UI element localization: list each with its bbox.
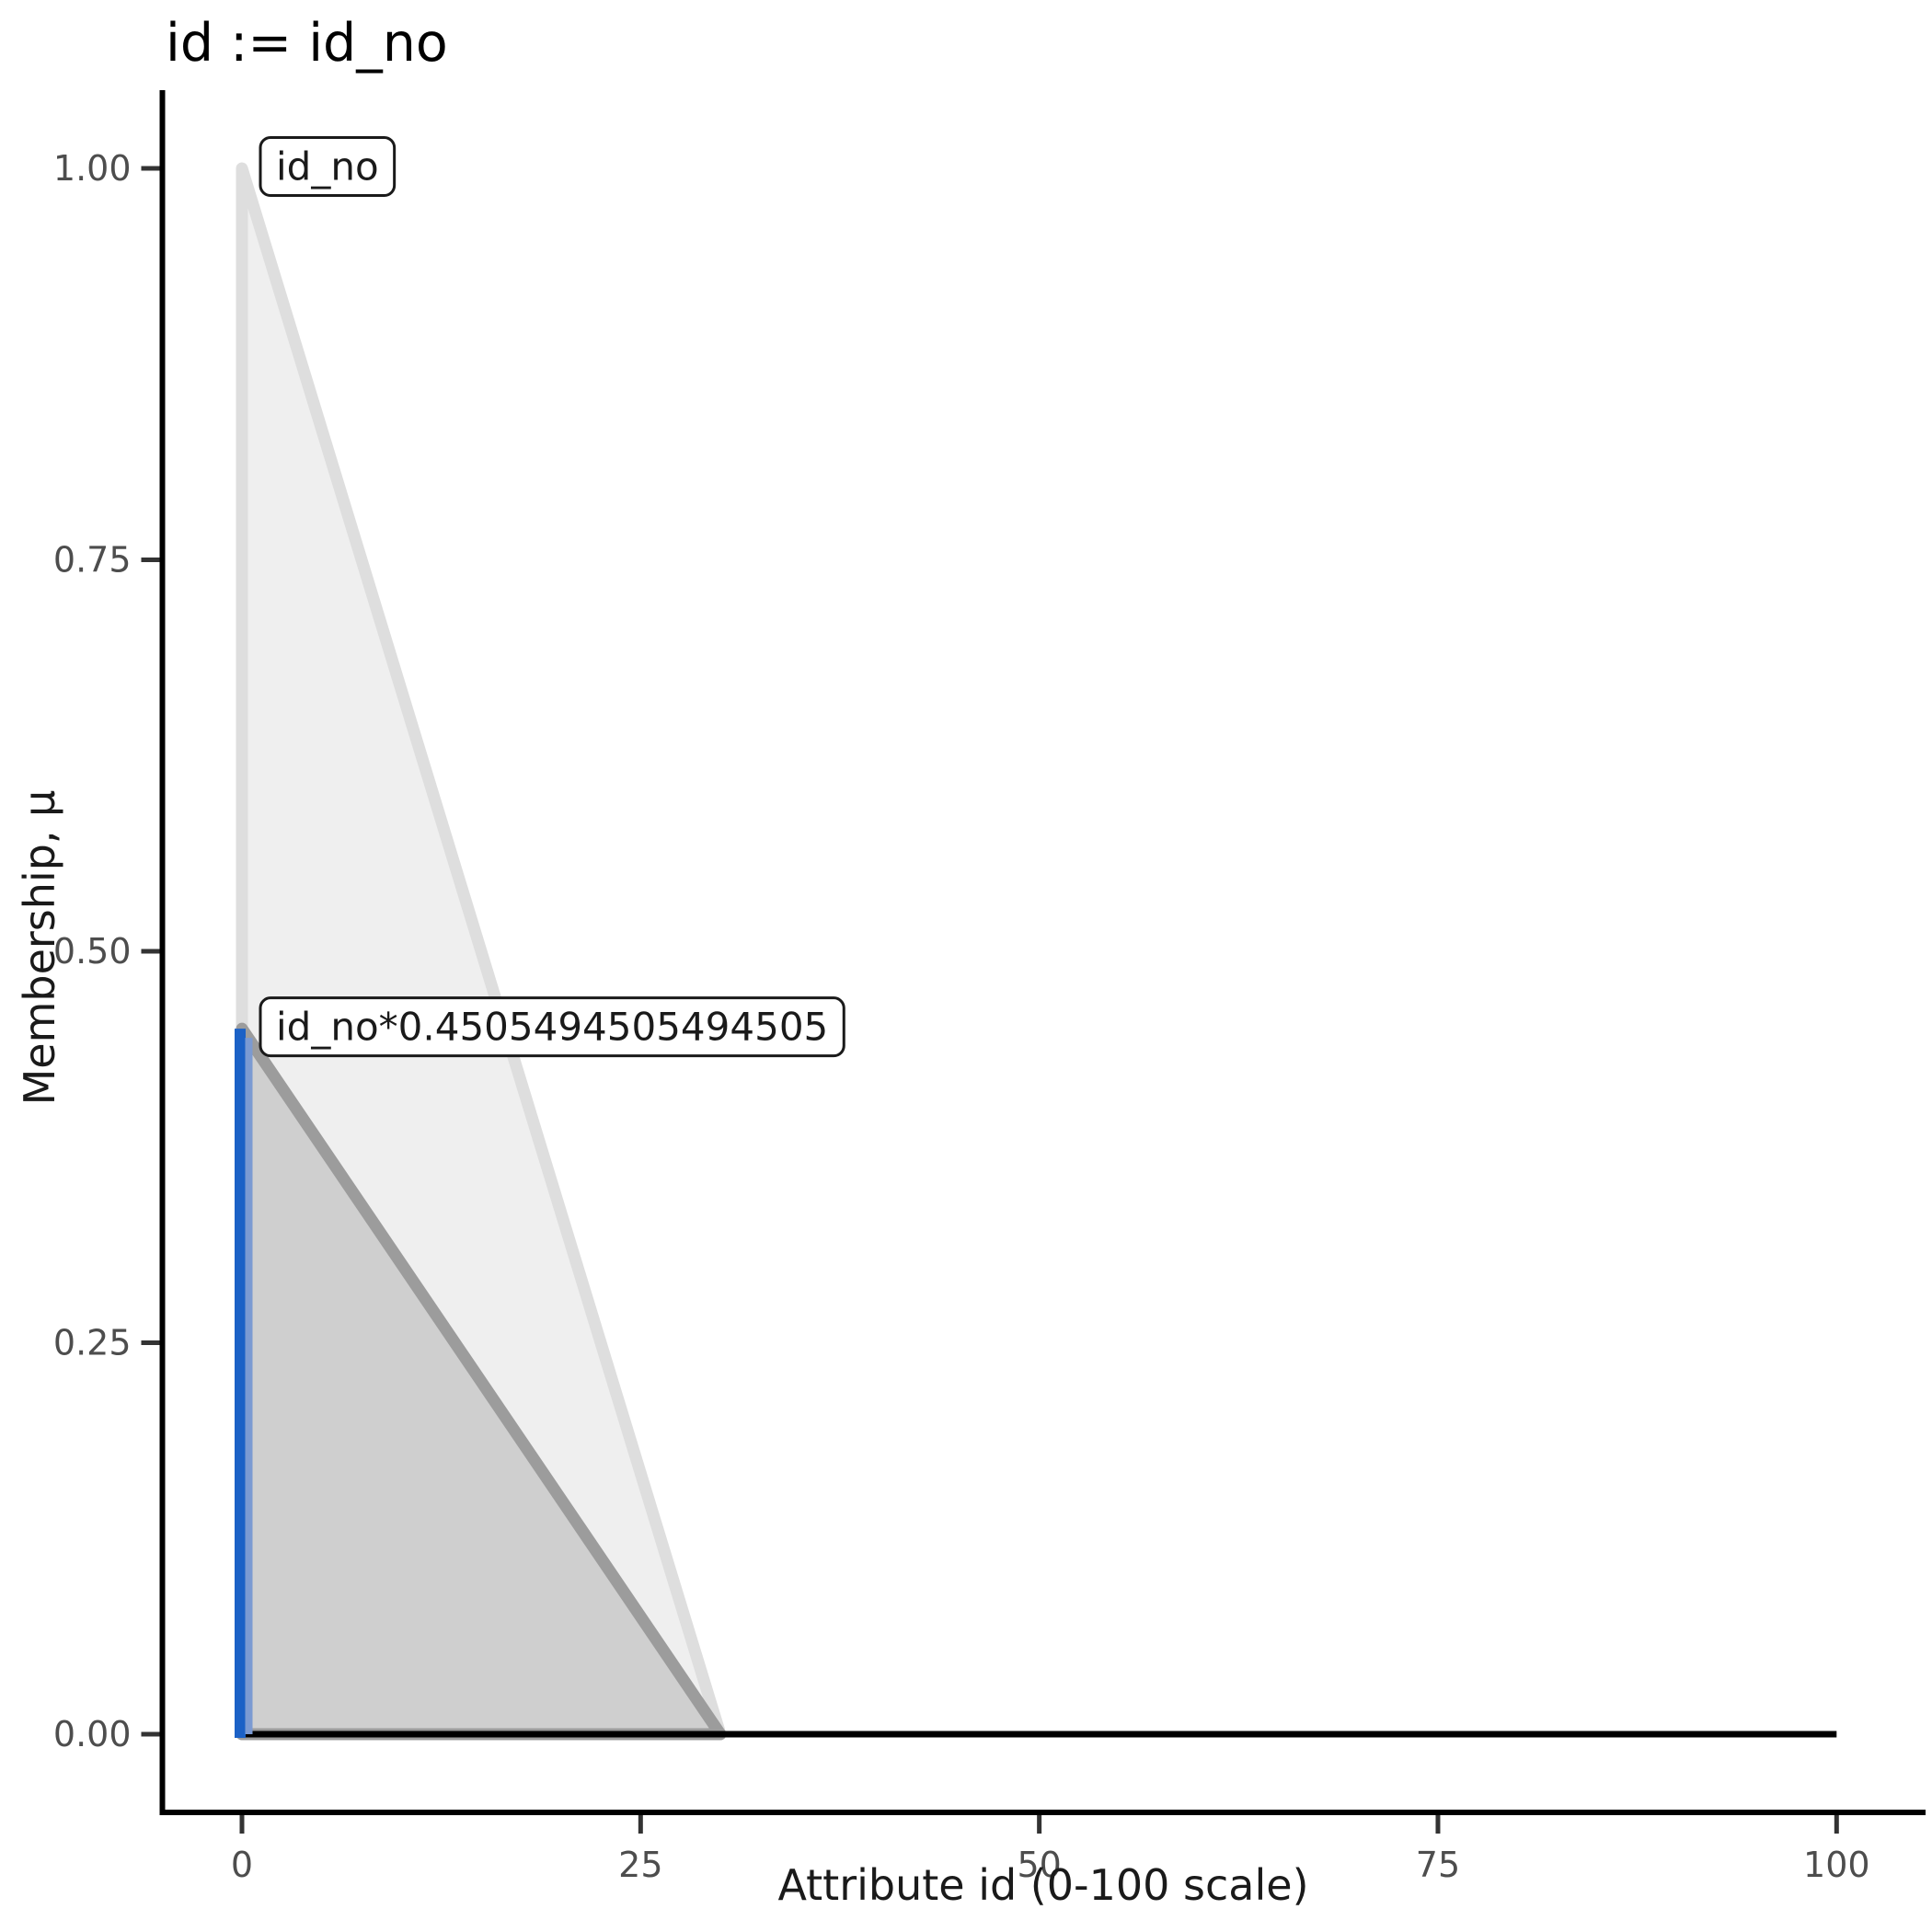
plot-title: id := id_no xyxy=(166,13,448,74)
x-tick-label: 100 xyxy=(1803,1845,1870,1885)
x-tick-label: 75 xyxy=(1416,1845,1460,1885)
y-tick-label: 0.25 xyxy=(53,1323,132,1363)
y-tick-label: 1.00 xyxy=(53,148,132,189)
y-axis-title: Membership, μ xyxy=(15,789,64,1106)
y-tick-label: 0.75 xyxy=(53,540,132,581)
x-axis-title: Attribute id (0-100 scale) xyxy=(777,1860,1309,1910)
x-tick-label: 50 xyxy=(1017,1845,1061,1885)
curve-label-box-id_no_scaled xyxy=(259,996,845,1058)
x-tick-label: 0 xyxy=(231,1845,253,1885)
y-tick-label: 0.00 xyxy=(53,1714,132,1754)
curve-label-box-id_no xyxy=(259,136,397,197)
curve-label-text-id_no_scaled: id_no*0.4505494505494505 xyxy=(276,1005,828,1050)
x-tick-label: 25 xyxy=(618,1845,662,1885)
curve-label-text-id_no: id_no xyxy=(276,144,379,190)
y-tick-label: 0.50 xyxy=(53,931,132,972)
